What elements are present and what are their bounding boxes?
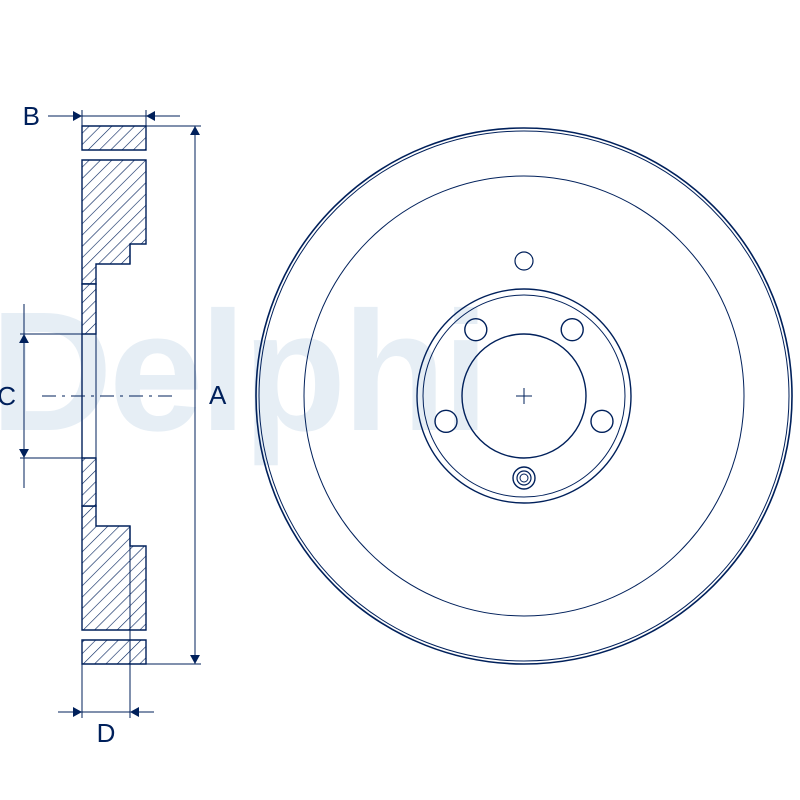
label-a: A	[209, 380, 227, 410]
label-b: B	[23, 101, 40, 131]
label-d: D	[97, 718, 116, 748]
label-c: C	[0, 381, 16, 411]
watermark-text: Delphi	[0, 277, 485, 467]
